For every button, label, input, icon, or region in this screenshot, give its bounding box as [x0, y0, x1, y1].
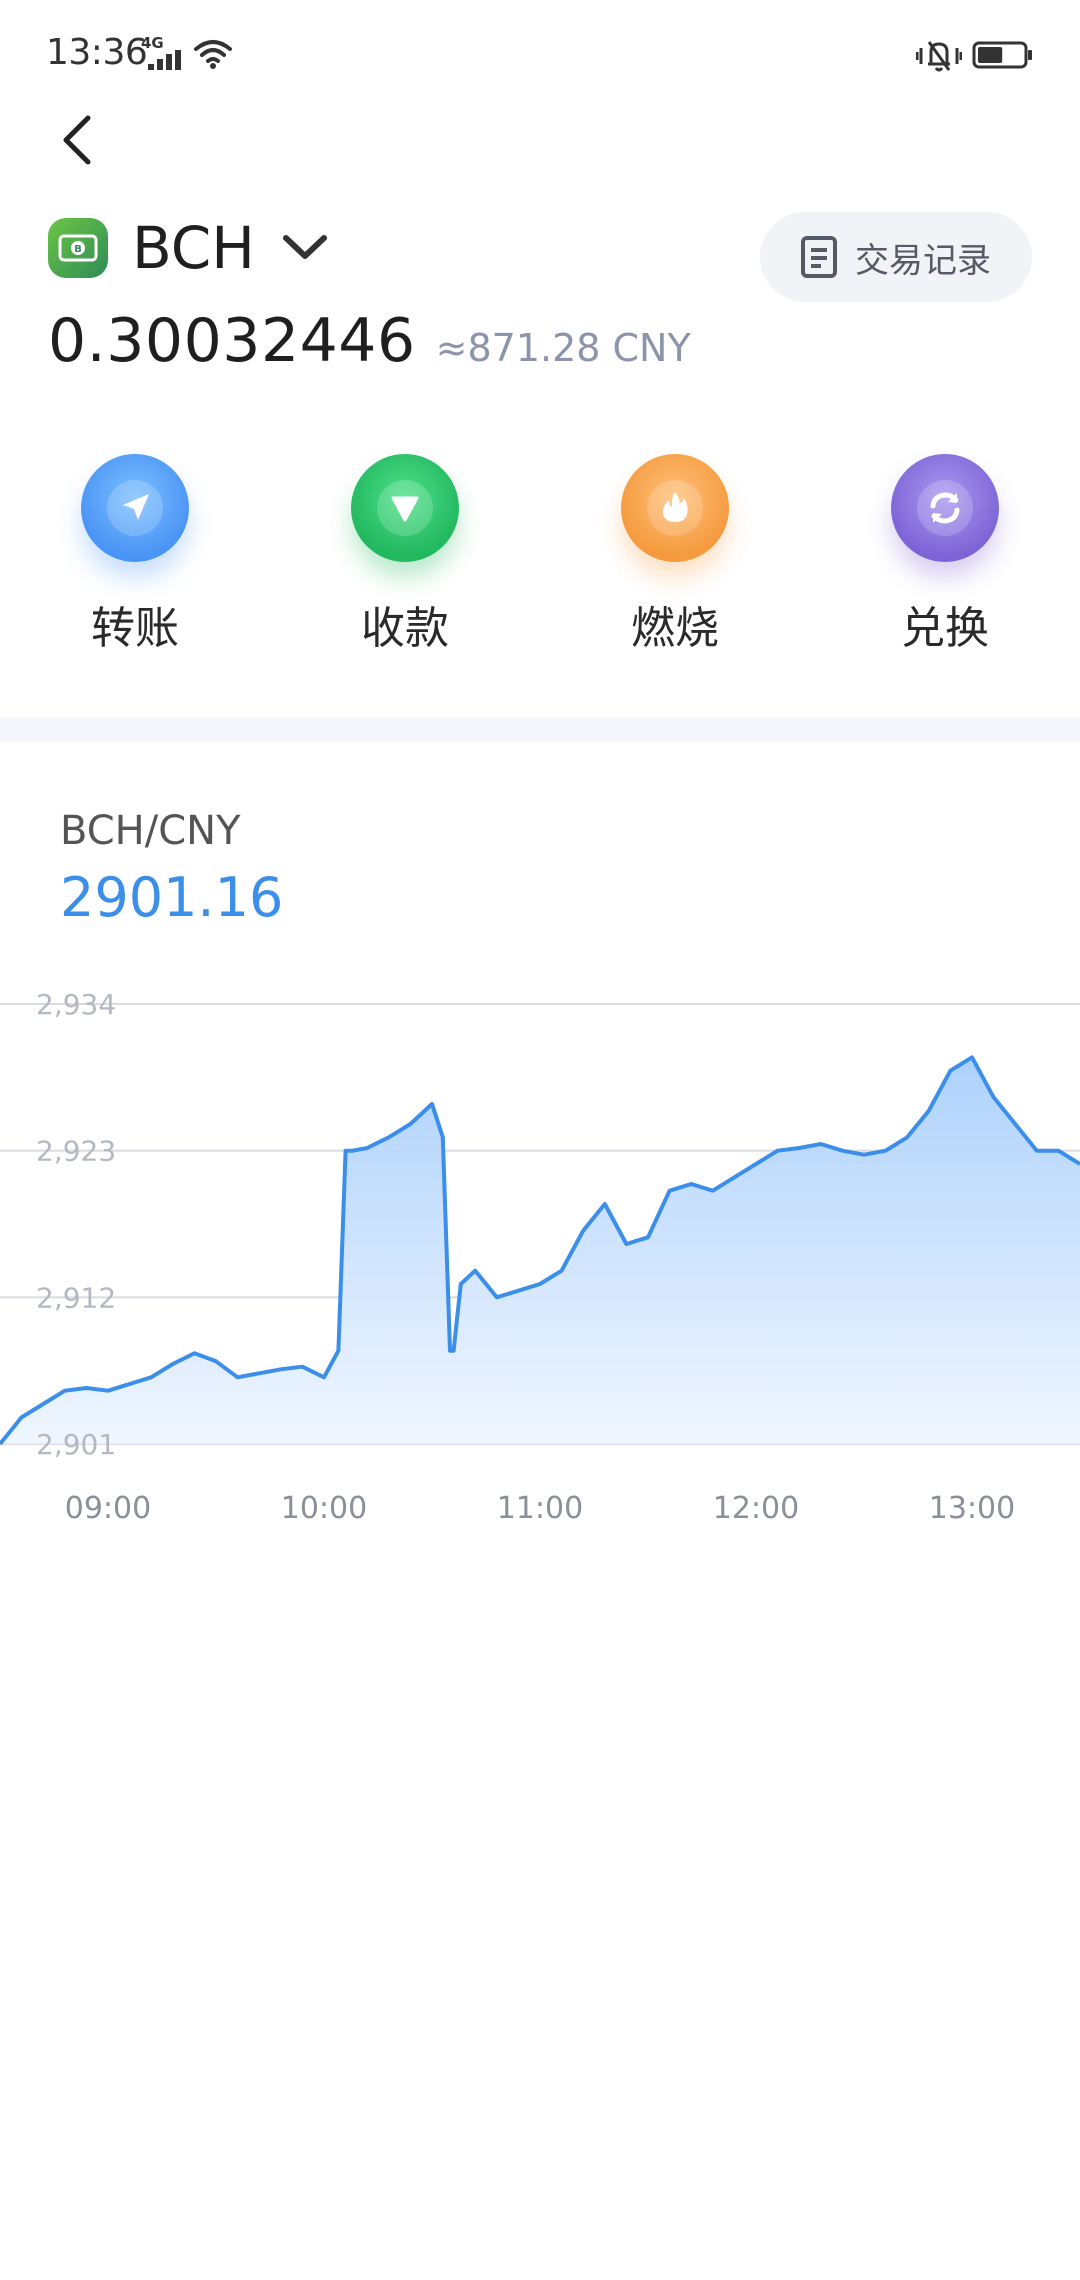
status-time: 13:36: [46, 32, 148, 73]
x-tick-label: 13:00: [929, 1491, 1015, 1526]
transaction-record-button[interactable]: 交易记录: [760, 212, 1032, 302]
svg-text:B: B: [74, 244, 82, 255]
burn-icon-circle: [621, 454, 729, 562]
exchange-label: 兑换: [901, 603, 989, 654]
exchange-icon-circle: [891, 454, 999, 562]
battery-icon: [972, 41, 1032, 69]
chevron-down-icon[interactable]: [278, 228, 332, 268]
trading-pair-label: BCH/CNY: [60, 808, 241, 854]
y-tick-label: 2,923: [36, 1135, 116, 1168]
burn-label: 燃烧: [631, 603, 719, 654]
price-line: [0, 1055, 1080, 1446]
exchange-icon: [917, 480, 973, 536]
balance-row: 0.30032446 ≈871.28 CNY: [48, 306, 691, 376]
x-tick-label: 09:00: [65, 1491, 151, 1526]
balance-fiat-value: ≈871.28 CNY: [435, 326, 691, 370]
balance-amount: 0.30032446: [48, 306, 416, 376]
status-bar: 13:36 4G: [0, 0, 1080, 110]
current-price: 2901.16: [60, 866, 284, 929]
y-tick-label: 2,912: [36, 1281, 116, 1314]
flame-icon: [647, 480, 703, 536]
send-arrow-icon: [107, 480, 163, 536]
y-tick-label: 2,934: [36, 988, 116, 1021]
signal-icon: [148, 50, 181, 70]
action-bar: 转账 收款 燃烧: [0, 440, 1080, 660]
transfer-label: 转账: [91, 603, 179, 654]
transaction-record-label: 交易记录: [855, 240, 991, 281]
x-tick-label: 11:00: [497, 1491, 583, 1526]
bch-coin-logo: B: [48, 218, 108, 278]
transfer-icon-circle: [81, 454, 189, 562]
transfer-button[interactable]: 转账: [35, 440, 235, 660]
wifi-icon: [194, 40, 232, 69]
network-type-label: 4G: [141, 34, 164, 52]
x-tick-label: 10:00: [281, 1491, 367, 1526]
coin-name[interactable]: BCH: [132, 214, 255, 282]
vibrate-icon: [916, 41, 962, 72]
back-button[interactable]: [50, 108, 110, 172]
receive-label: 收款: [361, 603, 449, 654]
price-chart[interactable]: 2,934 2,923 2,912 2,901 09:00 10:00 11:00 12:00…: [0, 960, 1080, 1540]
price-area-fill: [0, 1057, 1080, 1444]
x-tick-label: 12:00: [713, 1491, 799, 1526]
section-divider: [0, 718, 1080, 742]
y-tick-label: 2,901: [36, 1428, 116, 1461]
exchange-button[interactable]: 兑换: [845, 440, 1045, 660]
receive-arrow-icon: [377, 480, 433, 536]
receive-button[interactable]: 收款: [305, 440, 505, 660]
burn-button[interactable]: 燃烧: [575, 440, 775, 660]
receive-icon-circle: [351, 454, 459, 562]
document-icon: [801, 236, 837, 278]
